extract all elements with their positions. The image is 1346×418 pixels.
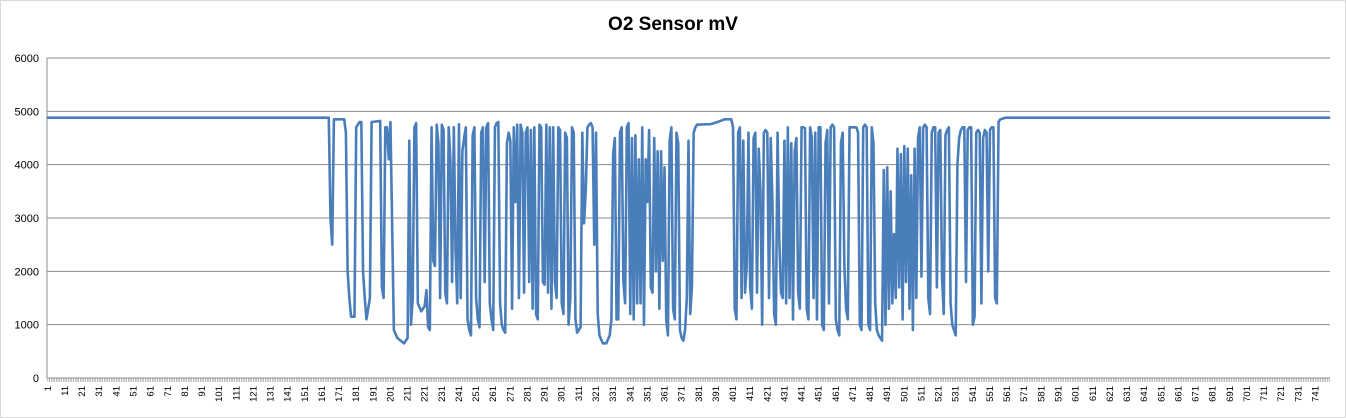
x-tick-label: 631: [1122, 386, 1133, 402]
x-tick-label: 61: [146, 386, 157, 397]
x-tick-label: 341: [625, 386, 636, 402]
x-tick-label: 701: [1242, 386, 1253, 402]
x-tick-label: 661: [1173, 386, 1184, 402]
x-tick-label: 621: [1105, 386, 1116, 402]
x-tick-label: 401: [728, 386, 739, 402]
x-tick-label: 731: [1293, 386, 1304, 402]
x-tick-label: 191: [368, 386, 379, 402]
x-tick-label: 311: [574, 386, 585, 401]
x-tick-label: 711: [1259, 386, 1270, 401]
y-tick-label: 2000: [15, 266, 39, 278]
x-tick-label: 551: [985, 386, 996, 402]
x-tick-label: 511: [916, 386, 927, 401]
x-tick-label: 161: [317, 386, 328, 402]
x-tick-label: 11: [60, 386, 71, 396]
x-tick-label: 331: [608, 386, 619, 402]
x-tick-label: 461: [831, 386, 842, 402]
x-tick-label: 441: [797, 386, 808, 402]
x-tick-label: 251: [471, 386, 482, 402]
x-tick-label: 301: [557, 386, 568, 402]
x-tick-label: 141: [283, 386, 294, 402]
x-tick-label: 371: [677, 386, 688, 402]
x-tick-label: 641: [1139, 386, 1150, 402]
x-tick-label: 131: [266, 386, 277, 402]
x-tick-label: 581: [1036, 386, 1047, 402]
x-tick-label: 241: [454, 386, 465, 402]
y-tick-label: 0: [33, 373, 39, 385]
x-tick-label: 451: [814, 386, 825, 402]
x-tick-label: 181: [351, 386, 362, 402]
x-tick-label: 291: [540, 386, 551, 402]
x-tick-label: 201: [385, 386, 396, 402]
x-tick-label: 381: [694, 386, 705, 402]
x-tick-label: 81: [180, 386, 191, 397]
x-tick-label: 361: [660, 386, 671, 402]
x-tick-label: 411: [745, 386, 756, 401]
x-tick-label: 101: [214, 386, 225, 402]
x-tick-label: 211: [403, 386, 414, 401]
y-tick-label: 3000: [15, 213, 39, 225]
x-tick-label: 501: [899, 386, 910, 402]
series-line: [46, 116, 1331, 345]
x-tick-label: 601: [1071, 386, 1082, 402]
x-tick-label: 1: [43, 386, 54, 391]
x-tick-label: 51: [129, 386, 140, 397]
x-tick-label: 121: [248, 386, 259, 402]
x-tick-label: 721: [1276, 386, 1287, 402]
x-tick-label: 351: [642, 386, 653, 402]
x-tick-label: 231: [437, 386, 448, 402]
x-tick-label: 421: [762, 386, 773, 402]
x-tick-label: 41: [111, 386, 122, 397]
x-tick-label: 31: [94, 386, 105, 397]
y-tick-label: 4000: [15, 160, 39, 172]
x-tick-label: 521: [934, 386, 945, 402]
x-tick-label: 671: [1191, 386, 1202, 402]
x-tick-label: 591: [1053, 386, 1064, 402]
chart-title: O2 Sensor mV: [608, 14, 738, 35]
y-tick-label: 1000: [15, 320, 39, 332]
x-tick-label: 321: [591, 386, 602, 402]
x-tick-label: 531: [951, 386, 962, 402]
x-tick-label: 111: [231, 386, 242, 400]
x-tick-label: 651: [1156, 386, 1167, 402]
x-tick-label: 261: [488, 386, 499, 402]
x-tick-label: 391: [711, 386, 722, 402]
x-tick-label: 221: [420, 386, 431, 402]
y-tick-label: 5000: [15, 106, 39, 118]
x-tick-label: 691: [1225, 386, 1236, 402]
x-tick-label: 681: [1208, 386, 1219, 402]
x-tick-label: 741: [1310, 386, 1321, 402]
x-tick-label: 561: [1002, 386, 1013, 402]
x-tick-label: 541: [968, 386, 979, 402]
x-tick-label: 491: [882, 386, 893, 402]
x-tick-label: 91: [197, 386, 208, 397]
x-tick-label: 151: [300, 386, 311, 402]
x-tick-label: 21: [77, 386, 88, 397]
x-tick-label: 471: [848, 386, 859, 402]
x-tick-label: 281: [522, 386, 533, 402]
x-tick-label: 571: [1019, 386, 1030, 402]
x-tick-label: 71: [163, 386, 174, 397]
x-tick-label: 481: [865, 386, 876, 402]
x-tick-label: 611: [1088, 386, 1099, 401]
x-tick-label: 431: [779, 386, 790, 402]
y-tick-label: 6000: [15, 53, 39, 65]
x-tick-label: 271: [505, 386, 516, 402]
x-tick-label: 171: [334, 386, 345, 402]
